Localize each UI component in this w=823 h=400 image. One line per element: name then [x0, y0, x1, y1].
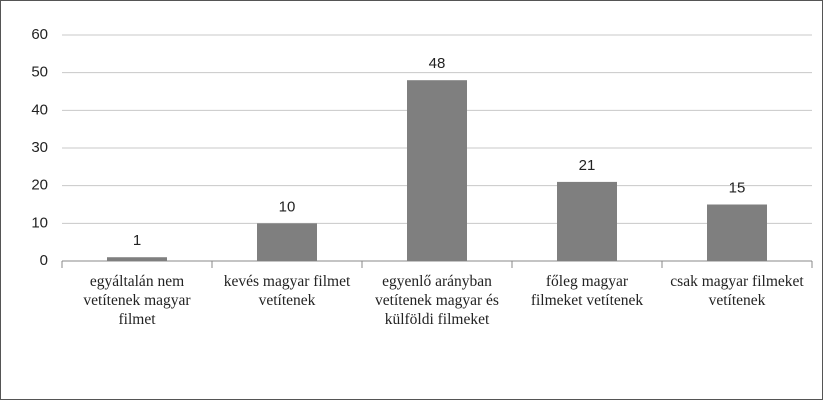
- x-tick-label: főleg magyar filmeket vetítenek: [530, 273, 644, 309]
- y-tick-label: 40: [31, 101, 48, 118]
- y-tick-label: 0: [40, 252, 48, 269]
- x-tick-label: egyenlő arányban vetítenek magyar és kül…: [375, 273, 499, 328]
- y-tick-label: 30: [31, 139, 48, 156]
- bar: [107, 257, 167, 261]
- y-tick-label: 50: [31, 64, 48, 81]
- value-label: 15: [729, 179, 746, 196]
- x-tick-label: csak magyar filmeket vetítenek: [670, 273, 804, 309]
- value-label: 21: [579, 157, 596, 174]
- value-label: 1: [133, 232, 141, 249]
- x-tick-label: kevés magyar filmet vetítenek: [223, 273, 351, 309]
- bar: [557, 181, 617, 261]
- bar: [407, 80, 467, 261]
- value-label: 10: [279, 198, 296, 215]
- bar: [257, 223, 317, 261]
- value-label: 48: [429, 55, 446, 72]
- x-tick-label: egyáltalán nem vetítenek magyar filmet: [83, 273, 191, 328]
- bar: [707, 204, 767, 261]
- y-tick-label: 20: [31, 177, 48, 194]
- y-tick-label: 10: [31, 214, 48, 231]
- y-tick-label: 60: [31, 26, 48, 43]
